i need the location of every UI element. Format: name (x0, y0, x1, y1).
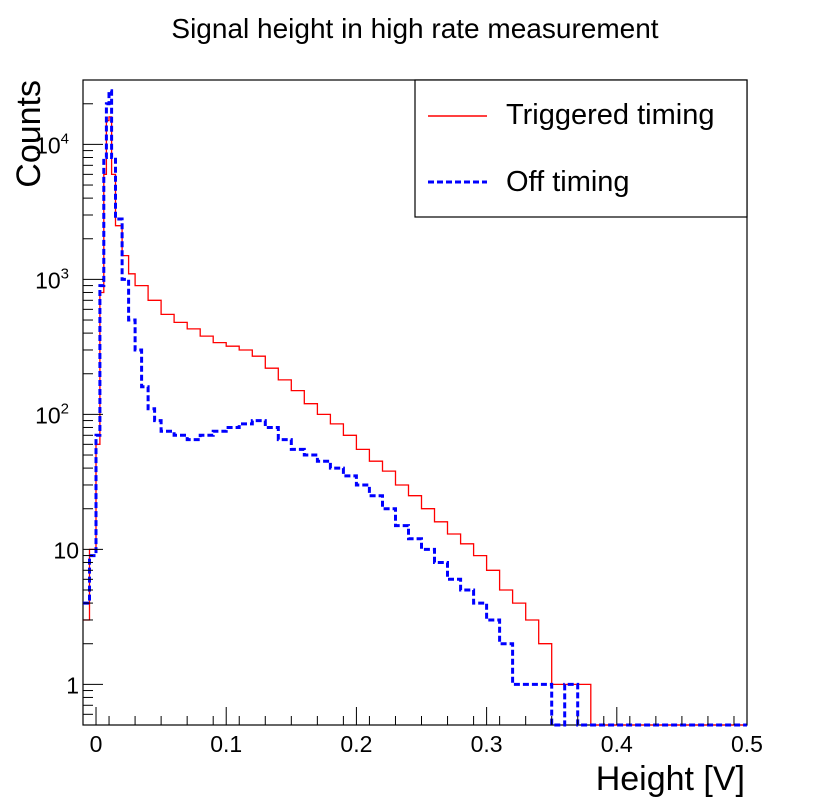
chart-title: Signal height in high rate measurement (171, 13, 658, 44)
x-tick-label: 0.5 (731, 731, 763, 757)
x-tick-label: 0.1 (210, 731, 242, 757)
legend: Triggered timing Off timing (414, 79, 748, 218)
series-line-off-timing (83, 89, 747, 727)
y-axis-title: Counts (10, 80, 48, 188)
axis-ticks: 0 0.1 0.2 0.3 0.4 0.5 1 10 102 103 104 (35, 79, 763, 757)
x-tick-label: 0.4 (601, 731, 633, 757)
series-layer (83, 89, 747, 727)
y-tick-label: 103 (35, 265, 69, 293)
x-tick-label: 0.2 (340, 731, 372, 757)
y-tick-label: 104 (35, 130, 69, 158)
x-tick-label: 0 (90, 731, 103, 757)
y-tick-label: 1 (66, 672, 79, 698)
series-line-triggered-timing (83, 116, 747, 726)
x-axis-title: Height [V] (596, 760, 745, 798)
y-tick-label: 10 (53, 537, 79, 563)
x-tick-label: 0.3 (471, 731, 503, 757)
y-tick-label: 102 (35, 400, 69, 428)
legend-label-off: Off timing (506, 166, 630, 198)
legend-box (414, 79, 748, 218)
legend-label-triggered: Triggered timing (506, 99, 714, 131)
